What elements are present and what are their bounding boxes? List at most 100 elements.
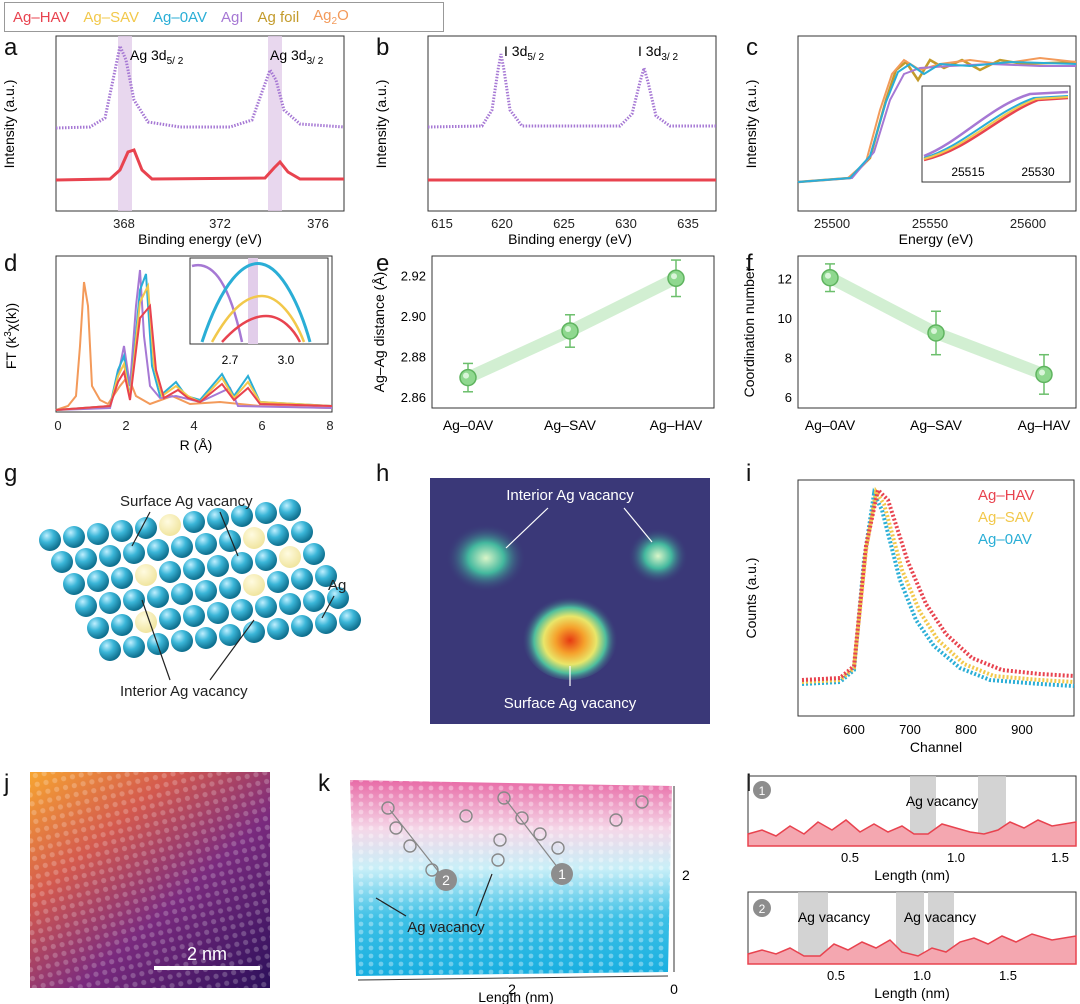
panel-a-tick-1: 372 (209, 216, 231, 231)
ag-atom (183, 511, 205, 533)
panel-k-line-1 (505, 799, 559, 869)
panel-l-top-tick-0: 0.5 (841, 850, 859, 865)
panel-d-inset-tick-1: 3.0 (278, 353, 295, 367)
panel-e-ytick-3: 2.92 (401, 268, 426, 283)
vacancy-site (243, 527, 265, 549)
ag-atom (87, 617, 109, 639)
panel-b-tick-1: 620 (491, 216, 513, 231)
ag-atom (255, 549, 277, 571)
panel-h-surface-label: Surface Ag vacancy (504, 695, 637, 712)
panel-l-badge-1 (753, 781, 771, 799)
panel-i-xlabel: Channel (910, 739, 962, 755)
panel-k-ytick: 2 (682, 867, 690, 883)
ag-atom (87, 523, 109, 545)
ag-atom (111, 614, 133, 636)
panel-k-badge-2 (435, 869, 457, 891)
panel-e-ylabel: Ag–Ag distance (Å) (371, 272, 387, 393)
ag-atom (231, 505, 253, 527)
panel-i-curve-hav (801, 485, 1075, 682)
ag-atom (195, 533, 217, 555)
ag-atom (99, 639, 121, 661)
legend-foil: Ag foil (257, 8, 300, 26)
panel-e-cat-0: Ag–0AV (443, 417, 494, 433)
panel-c-frame (797, 35, 1077, 212)
panel-a-tick-0: 368 (113, 216, 135, 231)
panel-a-curve-hav (55, 148, 344, 182)
ag-atom (99, 545, 121, 567)
panel-c-tick-0: 25500 (814, 216, 850, 231)
panel-k-vacancy-markers (381, 791, 649, 877)
panel-d-xlabel: R (Å) (180, 437, 213, 453)
panel-c-inset-hav (923, 96, 1069, 162)
panel-d-inset-tick-0: 2.7 (222, 353, 239, 367)
panel-f-ytick-2: 10 (778, 311, 792, 326)
panel-c-inset-tick-0: 25515 (951, 165, 985, 179)
panel-i-curve-sav (801, 486, 1075, 684)
panel-letter-l: l (746, 770, 752, 797)
ag-atom (171, 583, 193, 605)
panel-d-tick-2: 4 (190, 418, 197, 433)
ag-atom (147, 586, 169, 608)
ag-atom (255, 596, 277, 618)
panel-g-atoms (39, 499, 361, 661)
panel-f-point-highlight-1 (931, 327, 937, 334)
panel-letter-g: g (4, 460, 18, 487)
panel-k-vacancy-label: Ag vacancy (407, 919, 485, 936)
panel-l-top-tick-1: 1.0 (947, 850, 965, 865)
panel-d-inset-highlight (248, 258, 258, 344)
ag-atom (303, 590, 325, 612)
ag-atom (327, 587, 349, 609)
ag-atom (195, 580, 217, 602)
panel-j-stem-image: 2 nm (30, 772, 270, 988)
panel-f-coordination: 6 8 10 12 Ag–0AV Ag–SAV Ag–HAV Coordination… (741, 255, 1077, 433)
panel-e-cat-2: Ag–HAV (650, 417, 703, 433)
panel-a-peak2: Ag 3d3/ 2 (270, 47, 324, 67)
panel-d-inset-hav (221, 314, 302, 343)
ag-atom (183, 558, 205, 580)
ag-atom (75, 595, 97, 617)
panel-letter-k: k (318, 770, 330, 797)
panel-g-interior-label: Interior Ag vacancy (120, 683, 248, 700)
panel-b-tick-0: 615 (431, 216, 453, 231)
panel-a-xps-ag: 368 372 376 Binding energy (eV) Intensit… (1, 35, 345, 247)
panel-d-tick-0: 0 (54, 418, 61, 433)
ag-atom (291, 521, 313, 543)
ag-atom (303, 543, 325, 565)
panel-h-arrow-2 (623, 507, 653, 543)
panel-d-inset-sav (210, 294, 306, 343)
panel-letter-a: a (4, 34, 18, 61)
panel-c-tick-1: 25550 (912, 216, 948, 231)
panel-letter-b: b (376, 34, 390, 61)
panel-h-blob-right (628, 528, 688, 584)
panel-letter-e: e (376, 250, 390, 277)
panel-c-xanes: 25515 25530 25500 25550 25600 Energy (eV… (743, 35, 1077, 247)
panel-j-scalebar-label: 2 nm (187, 944, 227, 964)
panel-l-bottom-vacancy-band-1 (798, 892, 828, 964)
ag-atom (75, 548, 97, 570)
panel-e-ytick-1: 2.88 (401, 349, 426, 364)
panel-l-line-profiles: 1 Ag vacancy 0.5 1.0 1.5 Length (nm) 2 A… (747, 775, 1077, 1001)
panel-d-curve-hav (55, 303, 333, 411)
panel-l-badge-2 (753, 899, 771, 917)
panel-d-frame (55, 255, 333, 413)
panel-f-cat-2: Ag–HAV (1018, 417, 1071, 433)
ag-atom (159, 561, 181, 583)
panel-k-arrow-1 (375, 897, 407, 917)
panel-g-lattice-model: Surface Ag vacancy Ag Interior Ag vacanc… (39, 493, 361, 700)
panel-b-curve-agi (427, 53, 716, 129)
ag-atom (87, 570, 109, 592)
ag-atom (123, 589, 145, 611)
panel-g-arrow-3 (141, 599, 171, 681)
panel-f-cat-1: Ag–SAV (910, 417, 963, 433)
panel-j-lattice (30, 772, 270, 988)
panel-a-ylabel: Intensity (a.u.) (1, 80, 17, 169)
panel-l-top-vacancy-label: Ag vacancy (906, 793, 978, 809)
ag-atom (207, 555, 229, 577)
panel-e-frame (431, 255, 715, 409)
panel-l-bottom-tick-1: 1.0 (913, 968, 931, 983)
panel-c-xlabel: Energy (eV) (899, 231, 974, 247)
ag-atom (267, 571, 289, 593)
panel-l-top-profile (747, 819, 1077, 847)
ag-atom (123, 542, 145, 564)
legend-agi: AgI (220, 8, 244, 26)
